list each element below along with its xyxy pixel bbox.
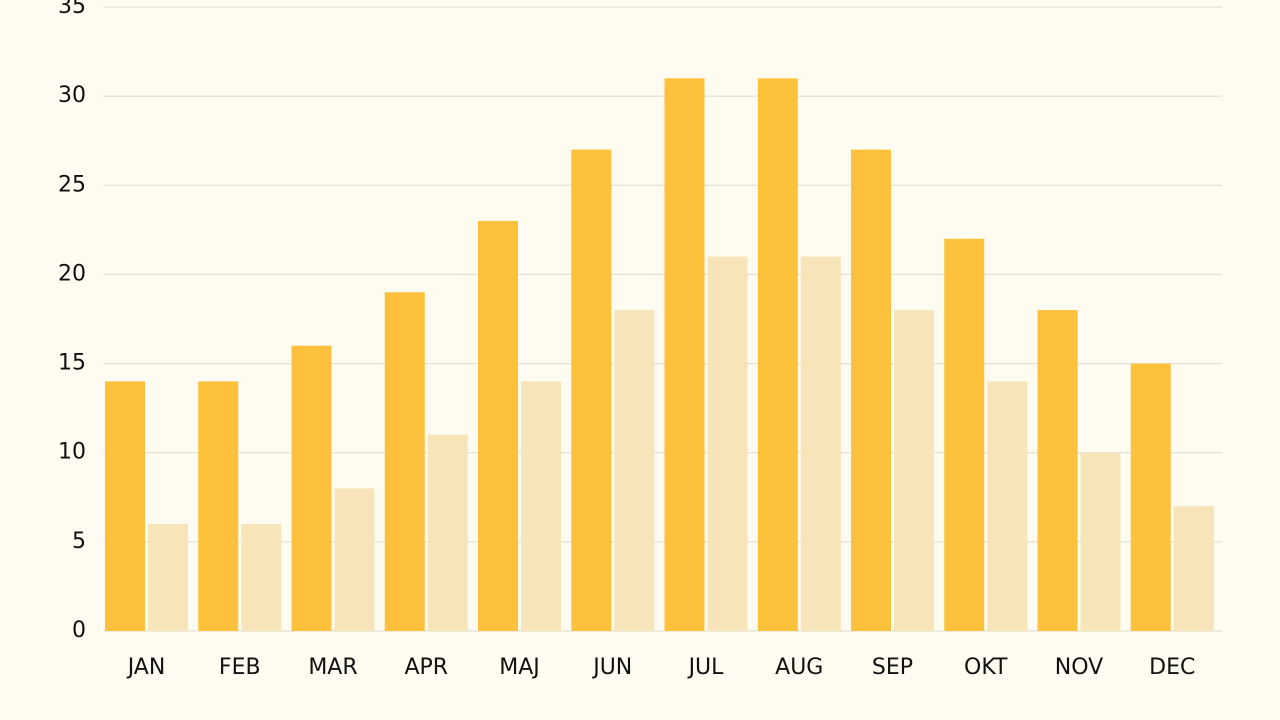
bar	[521, 381, 561, 631]
bar	[894, 310, 934, 631]
bar	[334, 488, 375, 631]
bar	[198, 381, 239, 631]
y-tick-label: 30	[58, 83, 86, 108]
bar	[384, 292, 425, 631]
bar	[478, 220, 518, 631]
x-tick-label: AUG	[775, 655, 823, 680]
x-tick-label: JUN	[591, 655, 632, 680]
y-tick-label: 0	[72, 618, 86, 643]
bar	[944, 238, 985, 631]
bar	[707, 256, 748, 631]
bar	[148, 524, 188, 631]
y-tick-label: 15	[58, 351, 86, 376]
bar	[664, 78, 705, 632]
bar	[1130, 363, 1171, 631]
x-tick-label: OKT	[964, 655, 1008, 680]
x-tick-label: MAJ	[499, 655, 540, 680]
bar	[1037, 310, 1078, 631]
x-tick-label: APR	[404, 655, 448, 680]
bar	[291, 345, 332, 631]
y-tick-label: 20	[58, 261, 86, 286]
x-tick-label: NOV	[1055, 655, 1103, 680]
x-tick-label: JUL	[687, 655, 725, 680]
y-tick-label: 25	[58, 172, 86, 197]
bar	[757, 78, 798, 632]
bar	[987, 381, 1028, 631]
bar	[800, 256, 841, 631]
bar	[105, 381, 145, 631]
bar	[427, 434, 468, 631]
bar	[1080, 452, 1121, 631]
x-tick-label: MAR	[308, 655, 357, 680]
x-tick-label: JAN	[126, 655, 166, 680]
y-tick-label: 10	[58, 440, 86, 465]
x-tick-label: FEB	[219, 655, 261, 680]
bar	[241, 524, 282, 631]
x-tick-label: DEC	[1149, 655, 1195, 680]
bar	[571, 149, 612, 631]
bar	[614, 310, 655, 631]
bar	[851, 149, 891, 631]
y-tick-label: 35	[58, 0, 86, 19]
x-tick-label: SEP	[872, 655, 913, 680]
y-tick-label: 5	[72, 529, 86, 554]
bar	[1173, 506, 1214, 631]
